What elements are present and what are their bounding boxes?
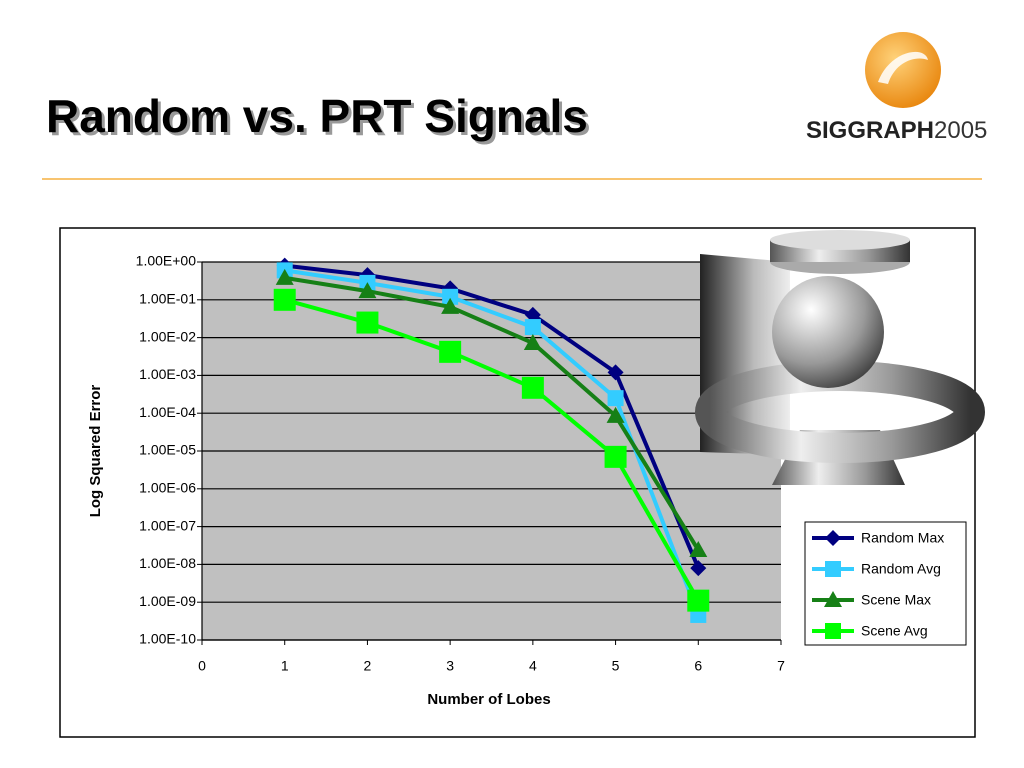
legend-marker xyxy=(824,591,842,607)
marker xyxy=(690,560,707,577)
marker xyxy=(524,319,541,336)
legend-label: Random Avg xyxy=(861,561,941,577)
marker xyxy=(524,306,541,323)
render-disc-face xyxy=(770,230,910,250)
series-line xyxy=(284,275,700,552)
marker xyxy=(441,297,460,314)
marker xyxy=(275,268,294,285)
x-tick-label: 4 xyxy=(529,658,537,674)
slide-title: Random vs. PRT Signals xyxy=(46,90,588,142)
render-sphere xyxy=(772,276,884,388)
logo-disc xyxy=(865,32,941,108)
y-tick-label: 1.00E-09 xyxy=(139,593,196,609)
marker xyxy=(521,376,544,399)
legend: Random Max Random Avg Scene Max Scene Avg xyxy=(812,530,944,639)
marker xyxy=(439,340,462,363)
marker xyxy=(442,288,459,305)
marker xyxy=(523,333,542,350)
x-tick-label: 1 xyxy=(281,658,289,674)
logo-year: 2005 xyxy=(934,117,987,144)
marker xyxy=(358,282,377,299)
x-tick-label: 2 xyxy=(364,658,372,674)
x-tick-label: 5 xyxy=(612,658,620,674)
logo-swirl xyxy=(878,51,928,84)
y-tick-label: 1.00E-10 xyxy=(139,631,196,647)
y-tick-label: 1.00E-04 xyxy=(139,404,196,420)
series-line xyxy=(284,297,701,602)
x-tick-label: 7 xyxy=(777,658,785,674)
x-tick-label: 0 xyxy=(198,658,206,674)
marker xyxy=(607,390,624,407)
y-tick-label: 1.00E-05 xyxy=(139,442,196,458)
render-illustration xyxy=(695,230,985,485)
marker xyxy=(273,288,296,311)
marker xyxy=(604,445,627,468)
logo-text: SIGGRAPH2005 xyxy=(806,117,987,144)
marker xyxy=(687,589,710,612)
legend-marker xyxy=(825,530,841,546)
y-tick-label: 1.00E-01 xyxy=(139,291,196,307)
legend-label: Scene Max xyxy=(861,592,931,608)
y-tick-label: 1.00E-02 xyxy=(139,328,196,344)
marker xyxy=(689,541,708,558)
y-tick-label: 1.00E+00 xyxy=(136,253,197,269)
y-tick-label: 1.00E-07 xyxy=(139,517,196,533)
marker xyxy=(607,364,624,381)
legend-marker xyxy=(825,561,841,577)
logo-name: SIGGRAPH xyxy=(806,117,934,144)
series-line xyxy=(284,263,701,569)
title-shadow: Random vs. PRT Signals xyxy=(49,93,591,145)
x-axis-title: Number of Lobes xyxy=(427,691,550,708)
y-tick-label: 1.00E-06 xyxy=(139,480,196,496)
series-line xyxy=(284,268,701,616)
y-tick-label: 1.00E-08 xyxy=(139,555,196,571)
y-tick-label: 1.00E-03 xyxy=(139,366,196,382)
x-tick-label: 3 xyxy=(446,658,454,674)
plot: 1.00E+00 1.00E-01 1.00E-02 1.00E-03 1.00E-04… xyxy=(136,253,785,674)
legend-marker xyxy=(825,623,841,639)
marker xyxy=(356,311,379,334)
legend-label: Random Max xyxy=(861,530,944,546)
y-axis-title: Log Squared Error xyxy=(87,385,104,518)
x-tick-label: 6 xyxy=(694,658,702,674)
legend-label: Scene Avg xyxy=(861,623,928,639)
marker xyxy=(606,406,625,423)
